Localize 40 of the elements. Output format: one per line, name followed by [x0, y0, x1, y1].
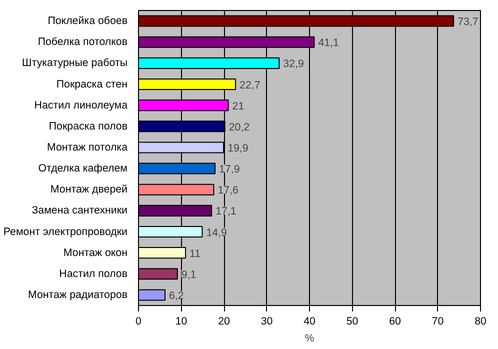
data-label: 17,6 [218, 184, 239, 197]
y-tick-label: Ремонт электропроводки [3, 226, 128, 238]
x-tick-label: 80 [474, 316, 486, 328]
data-label: 6,2 [169, 290, 184, 302]
data-label: 9,1 [181, 268, 196, 281]
y-tick-label: Монтаж потолка [46, 141, 128, 154]
data-label: 17,9 [219, 164, 240, 176]
x-tick-label: 50 [346, 316, 358, 328]
x-tick-label: 0 [136, 316, 142, 328]
data-label: 21 [232, 100, 244, 112]
data-label: 32,9 [283, 58, 304, 70]
y-tick-label: Настил полов [59, 268, 128, 280]
y-tick-label: Монтаж радиаторов [28, 288, 128, 301]
bar [138, 268, 178, 280]
data-label: 19,9 [228, 142, 248, 154]
y-tick-label: Настил линолеума [34, 99, 128, 112]
x-tick-label: 20 [218, 316, 230, 328]
x-axis-title: % [304, 332, 315, 344]
data-label: 20,2 [228, 121, 250, 134]
x-tick-label: 60 [389, 316, 401, 328]
data-label: 73,7 [458, 16, 478, 28]
y-tick-label: Штукатурные работы [22, 57, 128, 70]
x-tick-label: 10 [175, 316, 188, 328]
data-label: 17,1 [216, 206, 236, 218]
data-label: 41,1 [318, 37, 340, 50]
y-tick-label: Побелка потолков [38, 36, 128, 48]
data-label: 22,7 [240, 79, 260, 92]
y-tick-label: Отделка кафелем [38, 162, 128, 175]
y-tick-label: Поклейка обоев [48, 15, 128, 28]
x-tick-label: 30 [260, 316, 273, 328]
y-tick-label: Монтаж дверей [50, 184, 128, 196]
data-label: 11 [190, 248, 201, 260]
y-tick-label: Покраска полов [48, 120, 128, 132]
bar [138, 289, 166, 301]
data-label: 14,9 [206, 226, 228, 239]
x-tick-label: 70 [432, 316, 444, 328]
x-tick-label: 40 [304, 316, 316, 328]
y-tick-label: Замена сантехники [32, 204, 128, 217]
y-tick-label: Монтаж окон [63, 246, 128, 259]
y-tick-label: Покраска стен [56, 78, 128, 90]
